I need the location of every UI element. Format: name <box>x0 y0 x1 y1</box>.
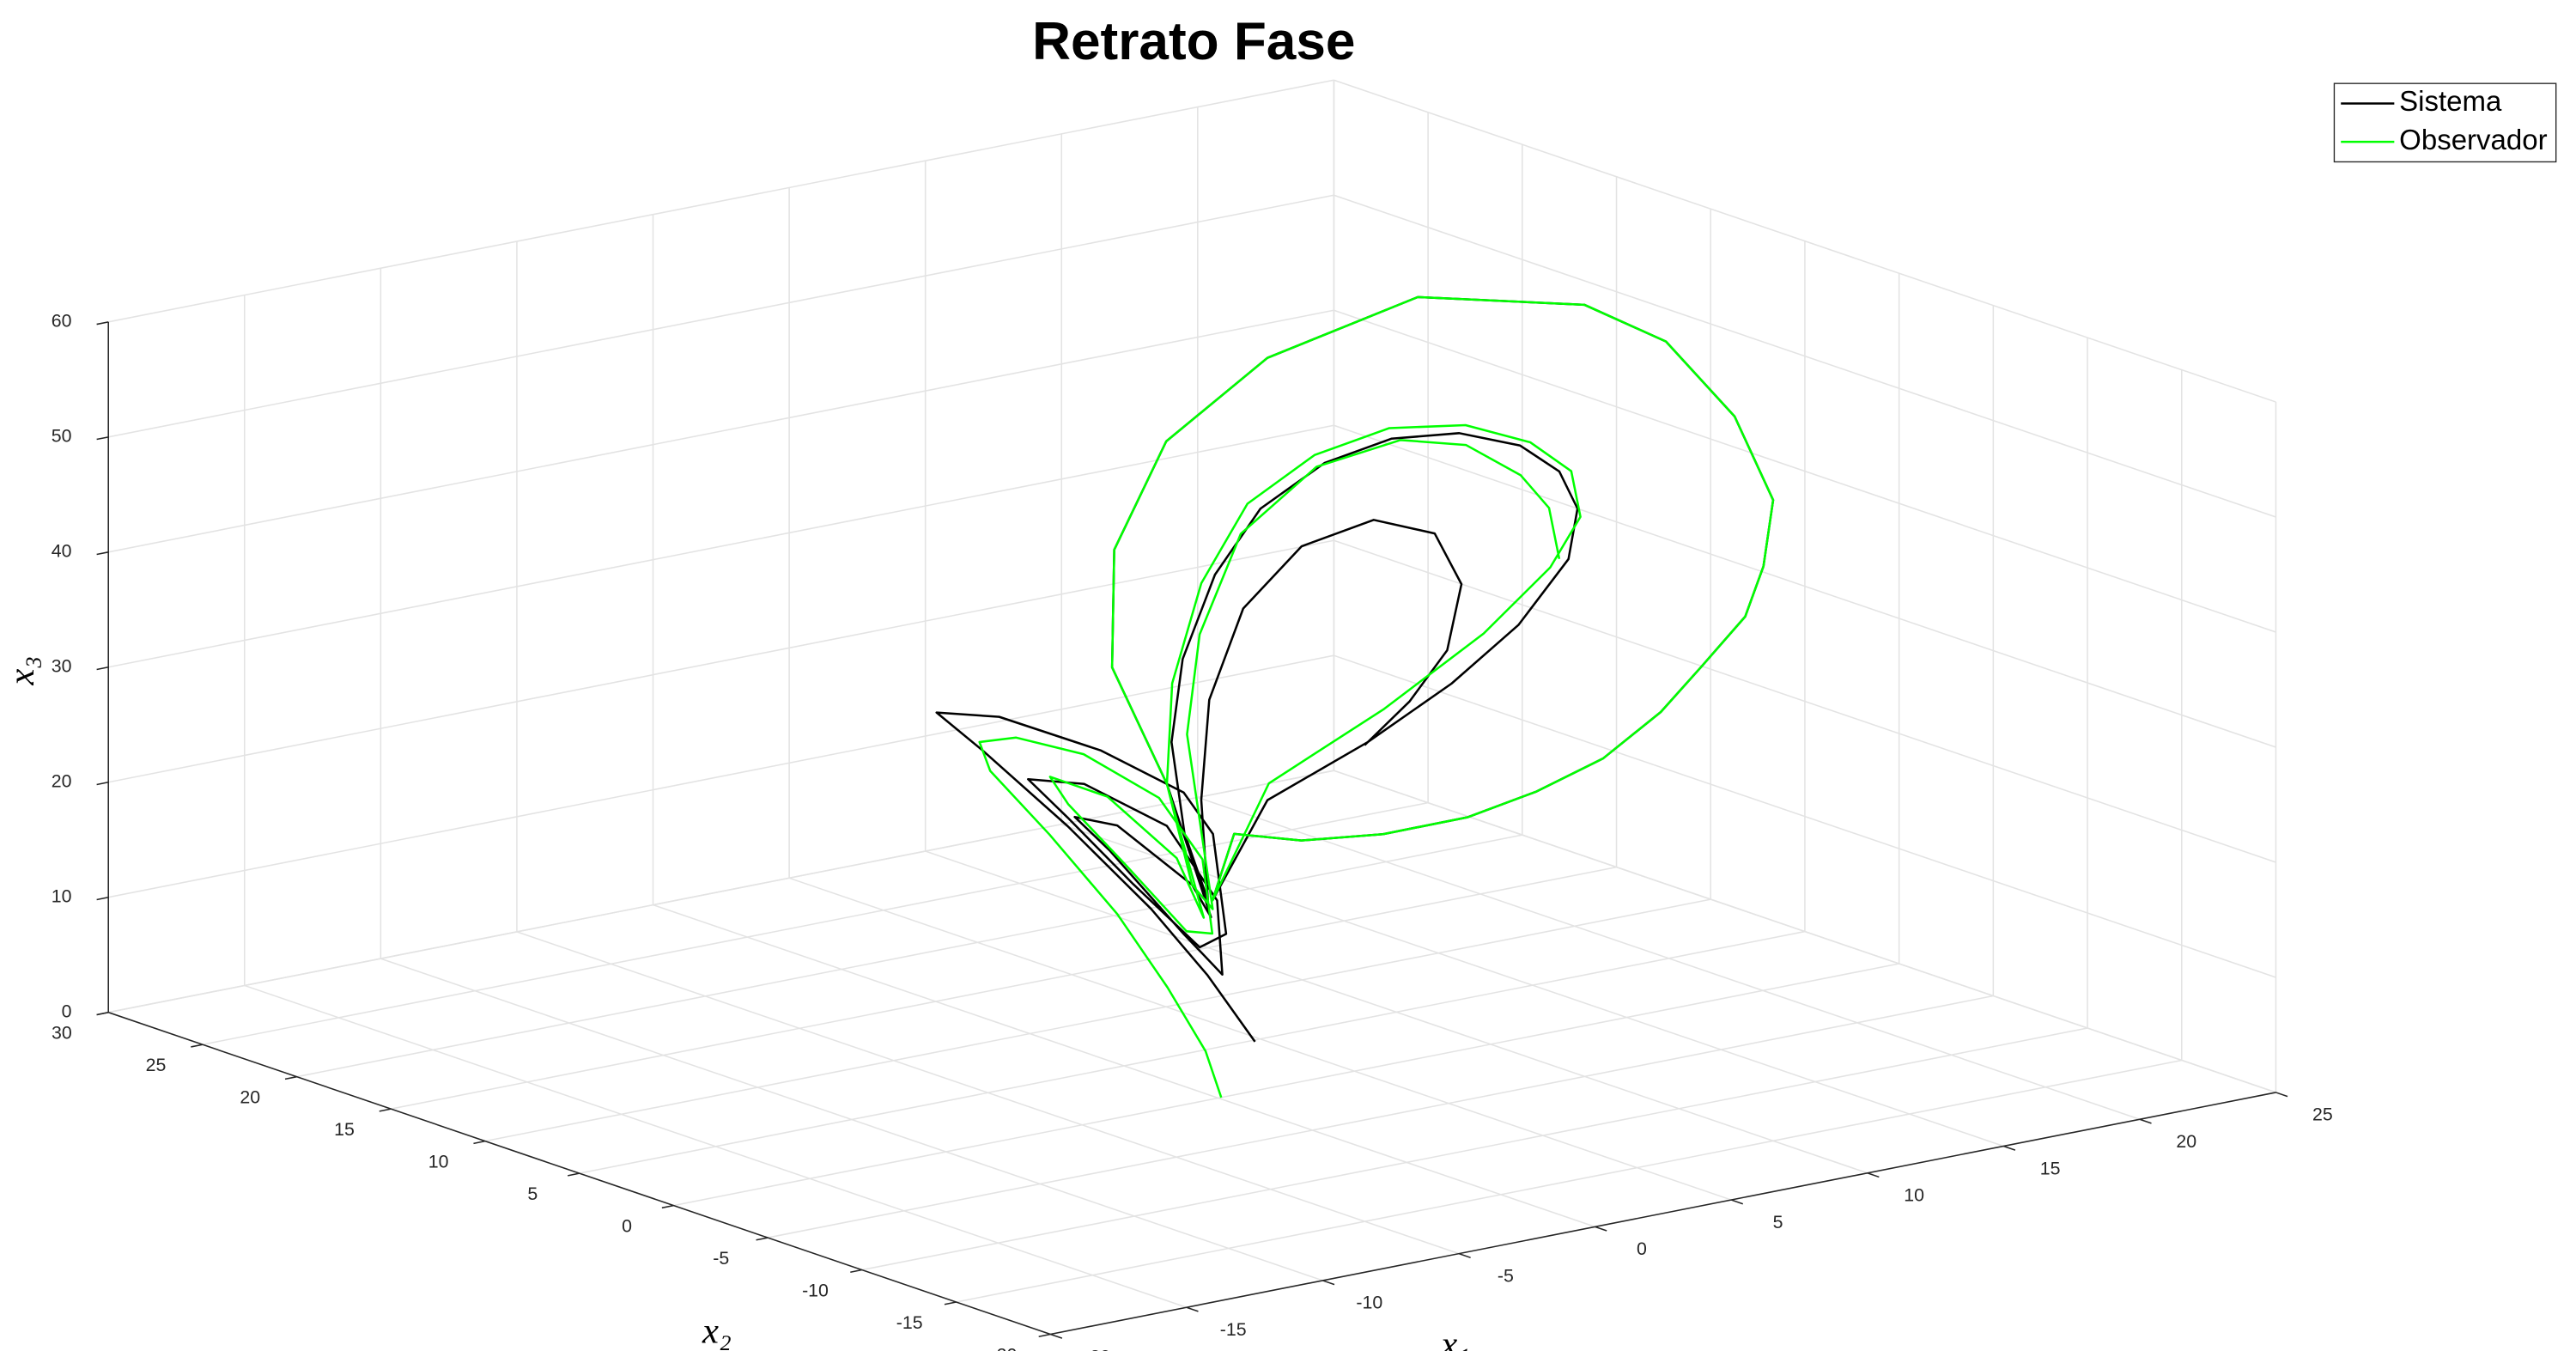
grid-line <box>579 930 1806 1174</box>
legend-label: Observador <box>2399 124 2547 155</box>
grid-line <box>673 963 1899 1207</box>
tick-mark <box>96 321 109 326</box>
grid-line <box>296 834 1522 1078</box>
tick-mark <box>284 1075 297 1080</box>
y-tick-label: -5 <box>713 1248 729 1269</box>
tick-mark <box>96 551 109 556</box>
tick-mark <box>96 436 109 441</box>
tick-mark <box>1867 1172 1880 1178</box>
y-tick-label: 30 <box>52 1023 72 1044</box>
z-axis-label: x₃ <box>2 656 42 686</box>
grid-line <box>1334 79 2276 403</box>
legend-box <box>2333 82 2557 163</box>
grid-line <box>391 866 1617 1110</box>
tick-mark <box>850 1269 863 1274</box>
x-tick-label: 10 <box>1904 1185 1924 1206</box>
grid-line <box>108 194 1334 438</box>
tick-mark <box>1038 1333 1051 1337</box>
y-tick-label: -15 <box>896 1312 923 1333</box>
y-tick-label: 0 <box>622 1215 632 1236</box>
y-tick-label: 15 <box>334 1119 355 1140</box>
z-tick-label: 40 <box>52 540 72 561</box>
tick-mark <box>1050 1333 1063 1339</box>
tick-mark <box>191 1044 204 1048</box>
z-tick-label: 30 <box>52 655 72 676</box>
grid-line <box>1334 424 2276 748</box>
y-tick-label: 10 <box>428 1152 449 1172</box>
grid-line <box>202 801 1429 1045</box>
tick-mark <box>1730 1199 1744 1205</box>
tick-mark <box>944 1301 957 1305</box>
grid-line <box>108 79 1334 323</box>
y-tick-label: -20 <box>991 1344 1018 1351</box>
tick-mark <box>1186 1306 1199 1312</box>
axis-line <box>1050 1092 2276 1336</box>
tick-mark <box>379 1108 392 1112</box>
grid-line <box>1334 539 2276 863</box>
grid-line <box>108 539 1334 783</box>
z-tick-label: 20 <box>52 770 72 791</box>
x-axis-label: x₁ <box>1440 1324 1470 1351</box>
grid-line <box>1334 654 2276 978</box>
grid-line <box>108 654 1334 898</box>
tick-mark <box>96 782 109 786</box>
legend-label: Sistema <box>2399 85 2502 117</box>
series-line <box>978 295 1775 1098</box>
z-tick-label: 10 <box>52 885 72 906</box>
z-tick-label: 60 <box>52 310 72 331</box>
x-tick-label: -10 <box>1356 1293 1382 1313</box>
x-tick-label: 25 <box>2312 1105 2333 1125</box>
grid-line <box>108 770 1334 1013</box>
grid-line <box>484 898 1711 1142</box>
z-tick-label: 50 <box>52 425 72 446</box>
grid-line <box>108 424 1334 668</box>
grid-line <box>1334 309 2276 633</box>
tick-mark <box>1595 1226 1607 1232</box>
y-tick-label: 20 <box>240 1087 260 1108</box>
x-tick-label: -15 <box>1220 1319 1247 1340</box>
tick-mark <box>568 1172 580 1177</box>
tick-mark <box>96 666 109 671</box>
tick-mark <box>1322 1280 1335 1286</box>
grid-line <box>956 1059 2182 1303</box>
tick-mark <box>473 1140 486 1145</box>
y-axis-label: x₂ <box>702 1311 732 1351</box>
tick-mark <box>96 896 109 901</box>
grid-line <box>1334 194 2276 518</box>
x-tick-label: -5 <box>1498 1265 1514 1286</box>
grid-line <box>768 995 1994 1238</box>
tick-mark <box>2003 1145 2016 1151</box>
tick-mark <box>756 1237 769 1241</box>
tick-mark <box>96 1011 109 1016</box>
tick-mark <box>2275 1092 2288 1098</box>
y-tick-label: 25 <box>146 1055 167 1075</box>
y-tick-label: 5 <box>527 1184 538 1204</box>
grid-line <box>1334 770 2276 1093</box>
grid-line <box>861 1027 2088 1271</box>
z-tick-label: 0 <box>62 1001 72 1021</box>
x-tick-label: 15 <box>2040 1158 2061 1178</box>
tick-mark <box>661 1204 674 1209</box>
x-tick-label: 0 <box>1637 1238 1647 1259</box>
tick-mark <box>1458 1252 1471 1259</box>
chart-title: Retrato Fase <box>1032 12 1355 71</box>
y-tick-label: -10 <box>802 1280 829 1300</box>
x-tick-label: -20 <box>1084 1346 1110 1351</box>
tick-mark <box>2139 1118 2152 1124</box>
grid-line <box>108 309 1334 553</box>
x-tick-label: 20 <box>2176 1131 2196 1152</box>
x-tick-label: 5 <box>1773 1212 1783 1232</box>
